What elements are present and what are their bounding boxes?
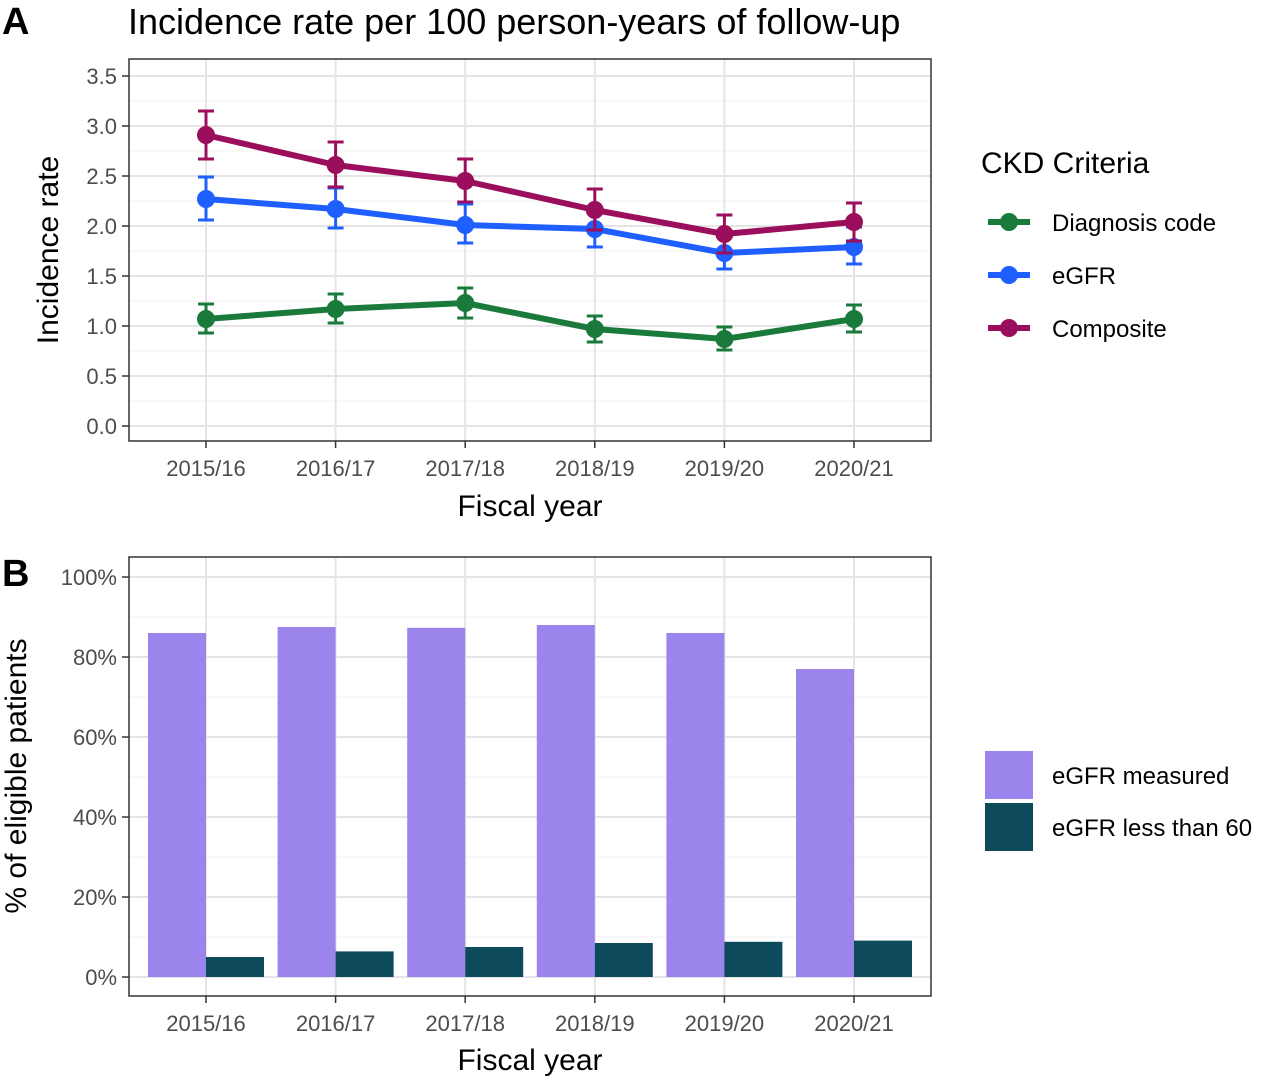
panel-a-letter: A: [2, 1, 29, 43]
series-line-egfr: [205, 196, 855, 256]
legend-item-egfr-less-than-60: eGFR less than 60: [985, 803, 1252, 851]
data-point-composite: [585, 201, 604, 219]
data-point-diagnosis-code: [197, 310, 215, 328]
y-tick-label: 2.5: [86, 164, 117, 189]
x-tick-label: 2020/21: [814, 456, 894, 481]
y-tick-label: 0.5: [86, 364, 117, 389]
bar-egfr-measured: [666, 633, 725, 977]
legend-swatch-egfr-measured: [985, 751, 1033, 799]
data-point-diagnosis-code: [715, 330, 734, 348]
legend-label-diagnosis-code: Diagnosis code: [1052, 210, 1216, 237]
bar-egfr-less-than-60: [335, 951, 394, 977]
y-tick-label: 0.0: [86, 414, 117, 439]
chart-b-legend: eGFR measured eGFR less than 60: [985, 751, 1252, 851]
series-line-composite: [205, 132, 855, 237]
chart-a-x-axis-title: Fiscal year: [457, 490, 602, 523]
data-point-composite: [197, 126, 215, 144]
x-tick-label: 2015/16: [166, 456, 246, 481]
legend-item-egfr: eGFR: [988, 263, 1116, 290]
chart-a-plot-area: [197, 109, 863, 352]
panel-a: A Incidence rate per 100 person-years of…: [2, 1, 1216, 523]
legend-label-egfr-measured: eGFR measured: [1052, 763, 1229, 790]
y-tick-label: 100%: [61, 565, 117, 590]
chart-a-y-axis: 0.0 0.5 1.0 1.5 2.0 2.5 3.0 3.5: [86, 64, 129, 439]
data-point-egfr: [326, 200, 345, 218]
legend-marker-composite: [1000, 319, 1018, 337]
y-tick-label: 60%: [73, 725, 117, 750]
data-point-composite: [326, 156, 345, 174]
panel-b: B 0% 20% 40% 60% 80% 100% 2015/16 2016/17 2017/…: [0, 553, 1252, 1077]
chart-a-legend-title: CKD Criteria: [981, 147, 1150, 180]
chart-b-y-axis-title: % of eligible patients: [0, 638, 33, 913]
bar-egfr-less-than-60: [724, 941, 783, 977]
legend-item-diagnosis-code: Diagnosis code: [988, 210, 1216, 237]
y-tick-label: 1.5: [86, 264, 117, 289]
y-tick-label: 20%: [73, 885, 117, 910]
x-tick-label: 2018/19: [555, 1011, 635, 1036]
chart-b-panel-border: [128, 556, 932, 997]
series-line-diagnosis-code: [205, 300, 855, 342]
bar-egfr-less-than-60: [594, 943, 653, 977]
x-tick-label: 2015/16: [166, 1011, 246, 1036]
chart-a-title: Incidence rate per 100 person-years of f…: [128, 1, 900, 42]
x-tick-label: 2017/18: [425, 1011, 505, 1036]
data-point-composite: [845, 213, 863, 231]
chart-a-legend: CKD Criteria Diagnosis code eGFR Composite: [981, 147, 1216, 343]
panel-b-letter: B: [2, 553, 29, 595]
bar-egfr-measured: [796, 669, 854, 977]
y-tick-label: 2.0: [86, 214, 117, 239]
x-tick-label: 2020/21: [814, 1011, 894, 1036]
chart-b-y-axis: 0% 20% 40% 60% 80% 100%: [61, 565, 129, 990]
legend-marker-diagnosis-code: [1000, 213, 1018, 231]
x-tick-label: 2018/19: [555, 456, 635, 481]
data-point-diagnosis-code: [845, 310, 863, 328]
bar-egfr-measured: [277, 627, 336, 977]
legend-item-egfr-measured: eGFR measured: [985, 751, 1229, 799]
legend-marker-egfr: [1000, 266, 1018, 284]
legend-label-egfr: eGFR: [1052, 263, 1116, 290]
chart-a-y-axis-title: Incidence rate: [32, 156, 65, 344]
legend-item-composite: Composite: [988, 316, 1167, 343]
legend-swatch-egfr-less-than-60: [985, 803, 1033, 851]
x-tick-label: 2016/17: [296, 1011, 376, 1036]
y-tick-label: 3.0: [86, 114, 117, 139]
bar-egfr-less-than-60: [465, 947, 524, 977]
data-point-egfr: [456, 216, 475, 234]
y-tick-label: 0%: [85, 965, 117, 990]
x-tick-label: 2019/20: [685, 1011, 765, 1036]
chart-b-x-axis-title: Fiscal year: [457, 1044, 602, 1077]
bar-egfr-less-than-60: [854, 940, 912, 977]
data-point-composite: [456, 172, 475, 190]
data-point-diagnosis-code: [326, 300, 345, 318]
y-tick-label: 1.0: [86, 314, 117, 339]
x-tick-label: 2016/17: [296, 456, 376, 481]
bar-egfr-measured: [407, 627, 466, 977]
bar-egfr-measured: [148, 633, 206, 977]
y-tick-label: 80%: [73, 645, 117, 670]
legend-label-egfr-less-than-60: eGFR less than 60: [1052, 815, 1252, 842]
chart-b-x-axis: 2015/16 2016/17 2017/18 2018/19 2019/20 2020/…: [166, 996, 894, 1036]
chart-a-panel-border: [128, 58, 932, 442]
legend-label-composite: Composite: [1052, 316, 1167, 343]
bar-egfr-less-than-60: [206, 957, 264, 977]
data-point-diagnosis-code: [456, 294, 475, 312]
data-point-diagnosis-code: [585, 320, 604, 338]
x-tick-label: 2019/20: [685, 456, 765, 481]
chart-b-plot-area: [148, 625, 912, 977]
data-point-egfr: [197, 190, 215, 208]
bar-egfr-measured: [536, 625, 595, 977]
y-tick-label: 40%: [73, 805, 117, 830]
data-point-composite: [715, 225, 734, 243]
chart-a-x-axis: 2015/16 2016/17 2017/18 2018/19 2019/20 2020/…: [166, 441, 894, 481]
x-tick-label: 2017/18: [425, 456, 505, 481]
y-tick-label: 3.5: [86, 64, 117, 89]
